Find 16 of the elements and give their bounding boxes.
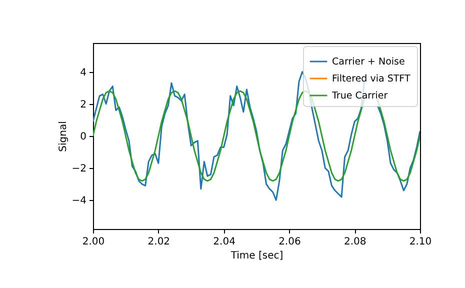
y-tick-label: 0 [80, 132, 86, 142]
legend-label: Filtered via STFT [332, 74, 410, 84]
legend-label: True Carrier [331, 90, 388, 102]
x-tick-label: 2.02 [148, 236, 170, 248]
y-tick-label: −2 [72, 164, 86, 175]
x-axis-title: Time [sec] [230, 250, 284, 262]
x-tick-label: 2.04 [213, 236, 236, 248]
y-tick-label: 4 [80, 67, 86, 78]
y-axis-title: Signal [58, 121, 69, 152]
legend-label: Carrier + Noise [332, 56, 405, 68]
x-tick-label: 2.08 [344, 236, 366, 248]
y-tick-label: 2 [80, 99, 86, 110]
x-tick-label: 2.06 [278, 236, 301, 248]
x-tick-label: 2.00 [82, 236, 105, 248]
y-tick-label: −4 [72, 196, 86, 207]
x-tick-label: 2.10 [409, 236, 432, 248]
